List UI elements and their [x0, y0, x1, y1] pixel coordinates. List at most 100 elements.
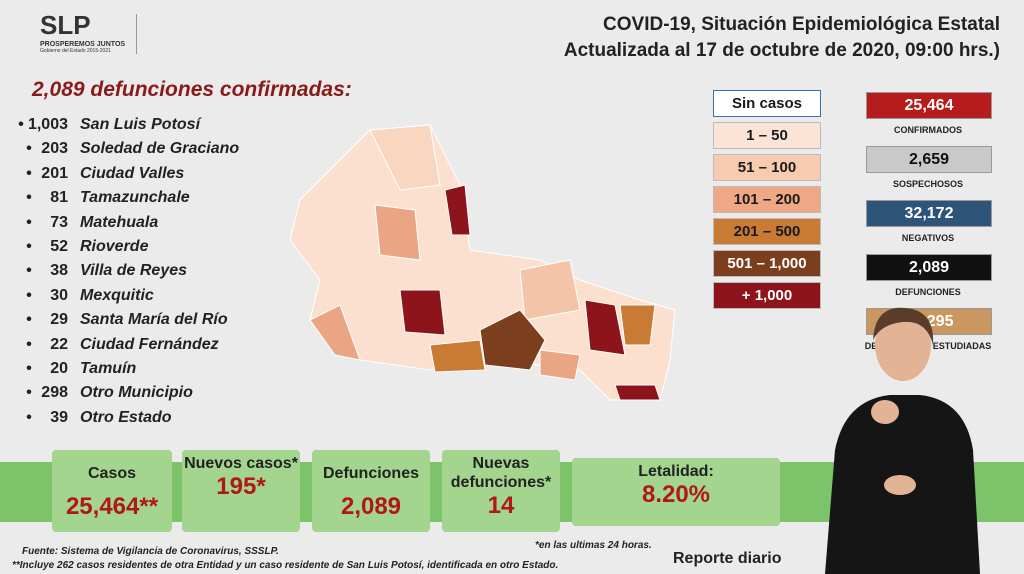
- source: Fuente: Sistema de Vigilancia de Coronav…: [22, 546, 279, 557]
- municipality-name: Rioverde: [80, 238, 149, 255]
- bullet: •: [26, 140, 32, 158]
- death-count: 203: [41, 140, 68, 158]
- municipality-name: Mexquitic: [80, 286, 154, 304]
- bullet: •: [26, 238, 32, 255]
- death-count: 30: [50, 286, 68, 304]
- death-count: 81: [50, 189, 68, 207]
- legend-item: + 1,000: [713, 282, 821, 309]
- death-count: 298: [41, 384, 68, 402]
- region: [614, 384, 661, 401]
- stat-value: 25,464: [866, 92, 992, 119]
- stat-value: 2,659: [866, 146, 992, 173]
- region: [619, 304, 656, 346]
- municipality-name: Matehuala: [80, 213, 159, 231]
- region: [399, 289, 446, 336]
- bullet: •: [26, 335, 32, 353]
- stat-label: NEGATIVOS: [901, 233, 955, 243]
- stat-label: DEFUNCIONES: [895, 287, 961, 297]
- summary-value: 2,089: [340, 493, 402, 520]
- divider: [136, 14, 137, 54]
- municipality-name: Otro Municipio: [80, 384, 193, 402]
- death-count: 201: [41, 164, 68, 182]
- death-count: 22: [50, 335, 68, 353]
- logo-motto: PROSPEREMOS JUNTOS: [40, 41, 126, 48]
- summary-label: Defunciones: [322, 465, 419, 482]
- stat-label: SOSPECHOSOS: [892, 179, 964, 189]
- bullet: •: [26, 213, 32, 231]
- stat-value: 32,172: [866, 200, 992, 227]
- summary-value: 14: [487, 492, 515, 519]
- summary-value: 195*: [216, 473, 266, 500]
- municipality-name: San Luis Potosí: [80, 116, 201, 133]
- municipality-name: Tamazunchale: [80, 189, 190, 207]
- legend-item: 1 – 50: [713, 122, 821, 149]
- municipality-name: Villa de Reyes: [80, 262, 188, 280]
- bullet: •: [26, 360, 32, 377]
- summary-value: 8.20%: [641, 481, 711, 508]
- summary-label: Letalidad:: [638, 463, 714, 480]
- note: **Incluye 262 casos residentes de otra E…: [12, 560, 559, 571]
- municipality-name: Tamuín: [80, 360, 137, 377]
- region: [369, 124, 441, 191]
- legend-item: 201 – 500: [713, 218, 821, 245]
- legend-item: 501 – 1,000: [713, 250, 821, 277]
- municipality-name: Ciudad Valles: [80, 164, 185, 182]
- region: [429, 339, 486, 373]
- bullet: •: [26, 262, 32, 280]
- death-count: 29: [50, 311, 68, 329]
- municipality-name: Soledad de Graciano: [80, 140, 240, 158]
- municipality-name: Otro Estado: [80, 408, 172, 426]
- death-count: 73: [50, 213, 68, 231]
- death-count: 1,003: [27, 116, 68, 133]
- bullet: •: [26, 311, 32, 329]
- bullet: •: [26, 189, 32, 207]
- stat-label: CONFIRMADOS: [894, 125, 962, 135]
- municipality-name: Ciudad Fernández: [80, 335, 219, 353]
- region: [309, 304, 361, 361]
- region: [374, 204, 421, 261]
- region: [584, 299, 626, 356]
- summary-box: Letalidad: 8.20%: [572, 458, 780, 526]
- region: [519, 259, 581, 321]
- head: [875, 309, 931, 381]
- bullet: •: [26, 408, 32, 426]
- stat-value: 2,089: [866, 254, 992, 281]
- summary-box: Defunciones 2,089: [312, 450, 430, 532]
- death-count: 38: [50, 262, 68, 280]
- summary-box: Casos 25,464**: [52, 450, 172, 532]
- summary-label: Nuevas defunciones*: [450, 455, 552, 491]
- death-count: 20: [50, 360, 68, 377]
- deaths-heading: 2,089 defunciones confirmadas:: [32, 78, 352, 101]
- region: [539, 349, 581, 381]
- note-24h: *en las ultimas 24 horas.: [535, 540, 652, 551]
- death-count: 39: [50, 408, 68, 426]
- legend-item: Sin casos: [713, 90, 821, 117]
- summary-value: 25,464**: [65, 493, 159, 520]
- death-count: 52: [50, 238, 68, 255]
- map: [289, 124, 676, 401]
- summary-label: Casos: [87, 465, 137, 482]
- summary-box: Nuevas defunciones* 14: [442, 450, 560, 532]
- summary-label: Nuevos casos*: [184, 455, 298, 472]
- logo: SLP PROSPEREMOS JUNTOS Gobierno del Esta…: [40, 10, 125, 54]
- bullet: •: [26, 286, 32, 304]
- hair: [873, 307, 934, 345]
- logo-text: SLP: [40, 10, 91, 40]
- report-label: Reporte diario: [673, 550, 782, 567]
- logo-sub: Gobierno del Estado 2015-2021: [40, 48, 111, 54]
- region: [479, 309, 546, 371]
- title: COVID-19, Situación Epidemiológica Estat…: [603, 14, 1000, 35]
- region: [444, 184, 471, 236]
- bullet: •: [26, 164, 32, 182]
- summary-box: Nuevos casos* 195*: [182, 450, 300, 532]
- title: Actualizada al 17 de octubre de 2020, 09…: [563, 40, 1000, 61]
- legend-item: 51 – 100: [713, 154, 821, 181]
- municipality-name: Santa María del Río: [80, 311, 228, 329]
- bullet: •: [26, 384, 32, 402]
- interpreter: [825, 307, 980, 574]
- hand: [884, 475, 916, 495]
- hand: [871, 400, 899, 424]
- bullet: •: [18, 116, 24, 133]
- legend-item: 101 – 200: [713, 186, 821, 213]
